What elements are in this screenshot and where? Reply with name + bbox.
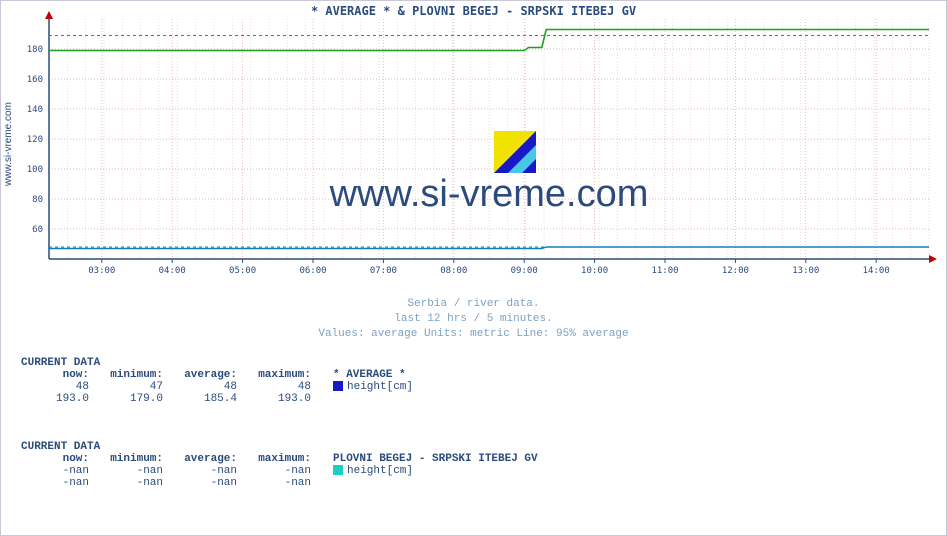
data-cell: -nan [21, 477, 95, 489]
data-block-header: CURRENT DATA [21, 357, 419, 369]
legend-swatch [333, 381, 343, 391]
svg-text:140: 140 [27, 105, 43, 115]
caption-line-3: Values: average Units: metric Line: 95% … [318, 328, 628, 340]
data-cell: 48 [169, 381, 243, 393]
watermark-logo [494, 131, 536, 173]
plot-area: 03:00 04:00 05:00 06:00 07:00 08:00 09:00 10:00… [49, 19, 929, 279]
chart-title: * AVERAGE * & PLOVNI BEGEJ - SRPSKI ITEB… [1, 4, 946, 18]
col-header: average: [169, 453, 243, 465]
col-header: now: [21, 369, 95, 381]
col-header: maximum: [243, 453, 317, 465]
y-axis-label: www.si-vreme.com [3, 102, 14, 186]
data-cell: 185.4 [169, 393, 243, 405]
svg-text:14:00: 14:00 [863, 266, 890, 276]
col-header: maximum: [243, 369, 317, 381]
data-cell: 193.0 [243, 393, 317, 405]
chart-caption: Serbia / river data. last 12 hrs / 5 min… [1, 297, 946, 342]
svg-text:08:00: 08:00 [440, 266, 467, 276]
svg-text:04:00: 04:00 [159, 266, 186, 276]
svg-text:180: 180 [27, 45, 43, 55]
col-header: average: [169, 369, 243, 381]
series-label: PLOVNI BEGEJ - SRPSKI ITEBEJ GV [317, 453, 544, 465]
unit-cell: height[cm] [317, 381, 419, 393]
data-cell: 47 [95, 381, 169, 393]
svg-text:05:00: 05:00 [229, 266, 256, 276]
col-header: minimum: [95, 453, 169, 465]
data-table: now:minimum:average:maximum:PLOVNI BEGEJ… [21, 453, 544, 489]
data-cell: 48 [243, 381, 317, 393]
caption-line-2: last 12 hrs / 5 minutes. [394, 313, 552, 325]
legend-swatch [333, 465, 343, 475]
data-cell: 193.0 [21, 393, 95, 405]
svg-text:100: 100 [27, 165, 43, 175]
data-block-header: CURRENT DATA [21, 441, 544, 453]
caption-line-1: Serbia / river data. [407, 298, 539, 310]
svg-text:10:00: 10:00 [581, 266, 608, 276]
watermark-text: www.si-vreme.com [49, 173, 929, 216]
svg-text:13:00: 13:00 [792, 266, 819, 276]
svg-text:11:00: 11:00 [651, 266, 678, 276]
chart-container: www.si-vreme.com * AVERAGE * & PLOVNI BE… [0, 0, 947, 536]
current-data-block-2: CURRENT DATAnow:minimum:average:maximum:… [21, 441, 544, 489]
data-cell: -nan [21, 465, 95, 477]
data-cell: -nan [243, 477, 317, 489]
col-header: now: [21, 453, 95, 465]
svg-text:12:00: 12:00 [722, 266, 749, 276]
data-cell: -nan [95, 465, 169, 477]
data-cell: -nan [169, 465, 243, 477]
svg-text:07:00: 07:00 [370, 266, 397, 276]
svg-text:06:00: 06:00 [299, 266, 326, 276]
svg-text:60: 60 [32, 225, 43, 235]
svg-text:160: 160 [27, 75, 43, 85]
svg-text:80: 80 [32, 195, 43, 205]
data-cell: 179.0 [95, 393, 169, 405]
data-cell: -nan [169, 477, 243, 489]
data-cell: -nan [243, 465, 317, 477]
current-data-block-1: CURRENT DATAnow:minimum:average:maximum:… [21, 357, 419, 405]
chart-svg: 03:00 04:00 05:00 06:00 07:00 08:00 09:00 10:00… [49, 19, 929, 279]
svg-text:03:00: 03:00 [88, 266, 115, 276]
col-header: minimum: [95, 369, 169, 381]
data-table: now:minimum:average:maximum:* AVERAGE *4… [21, 369, 419, 405]
svg-text:120: 120 [27, 135, 43, 145]
svg-text:09:00: 09:00 [511, 266, 538, 276]
data-cell: -nan [95, 477, 169, 489]
series-label: * AVERAGE * [317, 369, 419, 381]
data-cell: 48 [21, 381, 95, 393]
unit-cell: height[cm] [317, 465, 544, 477]
